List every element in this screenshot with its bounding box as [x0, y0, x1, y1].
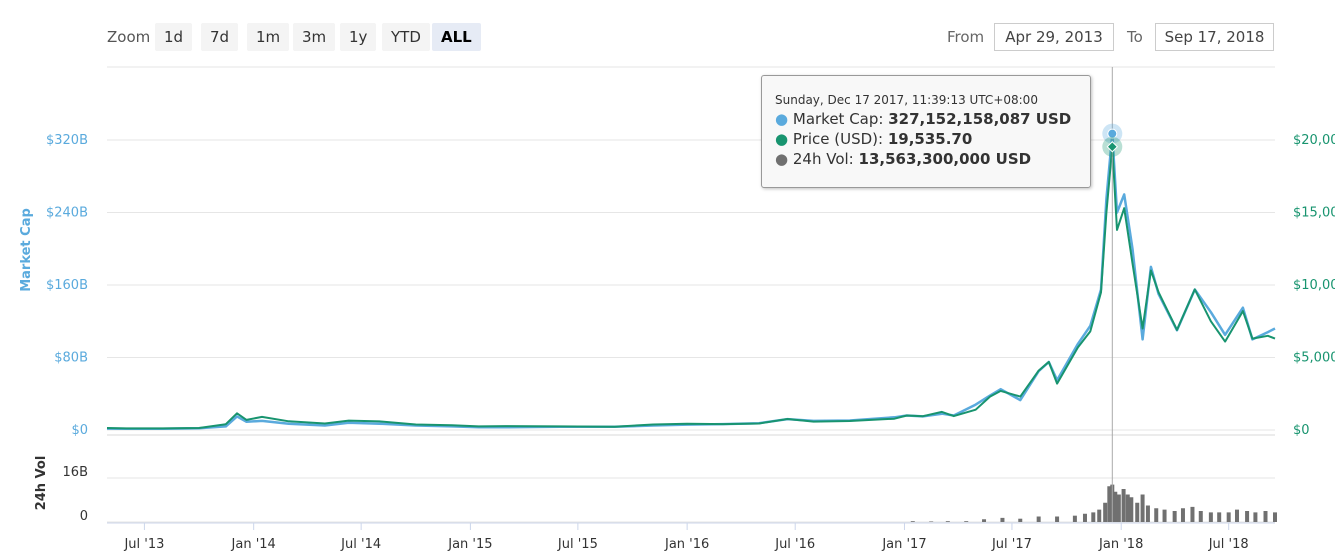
- tooltip-date: Sunday, Dec 17 2017, 11:39:13 UTC+08:00: [775, 93, 1038, 107]
- volume-bar: [1121, 489, 1126, 522]
- right-axis-tick: $0: [1293, 423, 1310, 438]
- volume-bar: [1129, 497, 1134, 522]
- tooltip-row-volume: ● 24h Vol: 13,563,300,000 USD: [775, 150, 1031, 168]
- volume-bar: [1180, 508, 1185, 522]
- tooltip-label: Price (USD):: [792, 130, 884, 148]
- x-tick-label: Jul '15: [557, 537, 598, 552]
- volume-bar: [1162, 509, 1167, 522]
- tooltip-label: 24h Vol:: [792, 150, 854, 168]
- volume-bar: [964, 521, 969, 522]
- grid-lines: [107, 66, 1275, 523]
- right-axis-tick: $15,000: [1293, 206, 1335, 221]
- volume-bar: [1217, 512, 1222, 522]
- zoom-all-button[interactable]: ALL: [432, 23, 481, 51]
- volume-bar: [1234, 509, 1239, 522]
- volume-bar: [1018, 518, 1023, 522]
- volume-bar: [1107, 486, 1112, 522]
- price-marker: [1106, 141, 1119, 153]
- volume-bar: [929, 521, 934, 522]
- volume-bar: [1154, 508, 1159, 522]
- volume-bar: [1190, 506, 1195, 522]
- zoom-3m-button[interactable]: 3m: [293, 23, 336, 51]
- x-tick-label: Jul '16: [774, 537, 815, 552]
- market-cap-line: [106, 132, 1276, 431]
- from-label: From: [947, 28, 985, 46]
- volume-bar: [1245, 511, 1250, 522]
- market-cap-dot-icon: ●: [775, 110, 789, 128]
- volume-bars: [910, 484, 1277, 522]
- volume-bar: [1097, 509, 1102, 522]
- left-axis-tick: $320B: [46, 133, 88, 148]
- y-axis-title: Market Cap: [19, 208, 34, 292]
- volume-bar: [1072, 515, 1077, 522]
- zoom-label: Zoom: [107, 28, 151, 46]
- volume-bar: [1000, 517, 1005, 522]
- series-lines: [106, 132, 1276, 431]
- tooltip-row-market-cap: ● Market Cap: 327,152,158,087 USD: [775, 110, 1071, 128]
- tooltip-label: Market Cap:: [792, 110, 884, 128]
- volume-bar: [1125, 494, 1130, 522]
- volume-bar: [1116, 494, 1121, 522]
- volume-bar: [1036, 516, 1041, 522]
- volume-bar: [1103, 502, 1108, 522]
- right-axis-tick: $10,000: [1293, 278, 1335, 293]
- x-tick-label: Jan '14: [231, 537, 276, 552]
- zoom-1d-button[interactable]: 1d: [155, 23, 193, 51]
- x-tick-label: Jan '16: [664, 537, 709, 552]
- price-dot-icon: ●: [775, 130, 789, 148]
- from-date-input[interactable]: Apr 29, 2013: [994, 23, 1114, 51]
- to-label: To: [1127, 28, 1143, 46]
- tooltip-row-price: ● Price (USD): 19,535.70: [775, 130, 972, 148]
- volume-bar: [1263, 511, 1268, 522]
- volume-bar: [1226, 512, 1231, 522]
- zoom-1m-button[interactable]: 1m: [247, 23, 290, 51]
- volume-bar: [1172, 511, 1177, 522]
- x-tick-label: Jan '17: [881, 537, 926, 552]
- market-cap-marker: [1107, 128, 1118, 139]
- vol-axis-title: 24h Vol: [34, 456, 49, 511]
- price-line: [106, 145, 1276, 430]
- x-tick-label: Jul '13: [123, 537, 164, 552]
- volume-bar: [1135, 502, 1140, 522]
- x-tick-label: Jan '18: [1098, 537, 1143, 552]
- vol-axis-tick: 16B: [63, 465, 88, 480]
- volume-bar: [910, 521, 915, 522]
- volume-dot-icon: ●: [775, 150, 789, 168]
- to-date-input[interactable]: Sep 17, 2018: [1155, 23, 1274, 51]
- tooltip-value: 327,152,158,087 USD: [888, 110, 1072, 128]
- x-tick-label: Jan '15: [447, 537, 492, 552]
- volume-bar: [1253, 512, 1258, 522]
- right-axis-tick: $5,000: [1293, 351, 1335, 366]
- tooltip: Sunday, Dec 17 2017, 11:39:13 UTC+08:00 …: [761, 75, 1091, 188]
- volume-bar: [1082, 513, 1087, 522]
- volume-bar: [1208, 512, 1213, 522]
- tooltip-value: 13,563,300,000 USD: [858, 150, 1032, 168]
- axes: $0 $80B $160B $240B $320B $0 $5,000 $10,000 $15,…: [19, 133, 1335, 552]
- volume-bar: [1055, 516, 1060, 522]
- volume-bar: [1091, 512, 1096, 522]
- volume-bar: [1145, 505, 1150, 522]
- x-tick-label: Jul '14: [340, 537, 381, 552]
- x-tick-label: Jul '18: [1208, 537, 1249, 552]
- zoom-7d-button[interactable]: 7d: [201, 23, 239, 51]
- volume-bar: [1113, 491, 1118, 522]
- right-axis-tick: $20,000: [1293, 133, 1335, 148]
- tooltip-value: 19,535.70: [887, 130, 973, 148]
- left-axis-tick: $0: [71, 423, 88, 438]
- zoom-1y-button[interactable]: 1y: [340, 23, 377, 51]
- left-axis-tick: $160B: [46, 278, 88, 293]
- left-axis-tick: $80B: [54, 351, 88, 366]
- volume-bar: [945, 521, 950, 522]
- crosshair: [1102, 67, 1123, 522]
- volume-bar: [1198, 511, 1203, 522]
- volume-bar: [1140, 494, 1145, 522]
- x-tick-label: Jul '17: [991, 537, 1032, 552]
- volume-bar: [982, 519, 987, 522]
- volume-bar: [1273, 512, 1277, 522]
- vol-axis-tick: 0: [80, 509, 88, 524]
- left-axis-tick: $240B: [46, 206, 88, 221]
- zoom-ytd-button[interactable]: YTD: [382, 23, 430, 51]
